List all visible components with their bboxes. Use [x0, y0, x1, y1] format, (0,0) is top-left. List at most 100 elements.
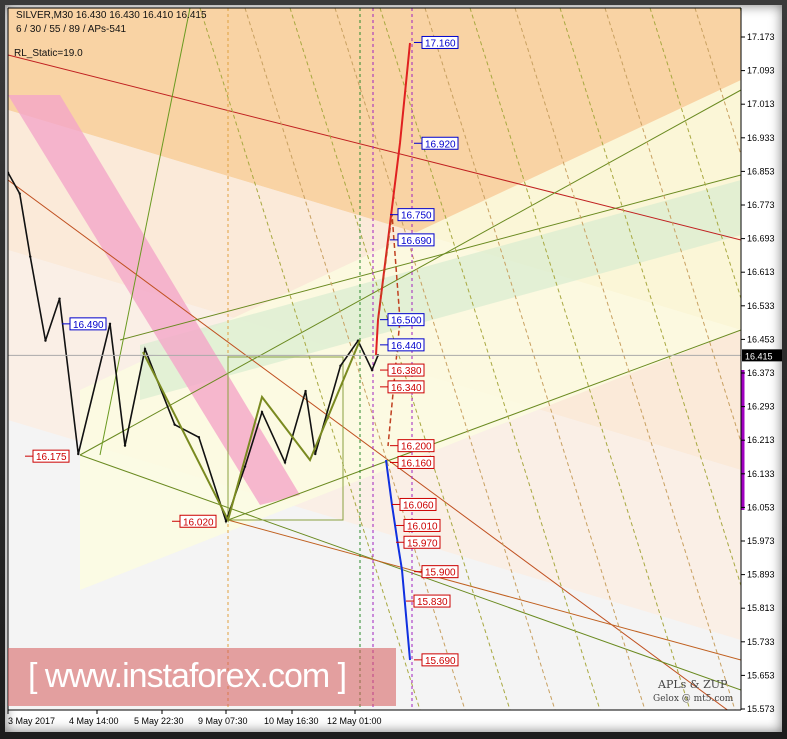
price-point	[108, 322, 112, 326]
static-label: RL_Static=19.0	[14, 48, 83, 59]
fib-fan-line	[514, 8, 736, 710]
y-tick-label: 15.653	[747, 670, 775, 680]
x-tick-label: 3 May 2017	[8, 716, 55, 726]
pivot-label: 16.020	[183, 517, 214, 528]
level-label: 16.920	[425, 139, 456, 150]
fib-fan-line	[694, 8, 741, 157]
price-point	[44, 339, 47, 342]
y-tick-label: 16.053	[747, 502, 775, 512]
level-label: 17.160	[425, 38, 456, 49]
price-point	[224, 520, 228, 523]
level-label: 16.200	[401, 442, 432, 453]
y-tick-label: 17.173	[747, 32, 775, 42]
y-tick-label: 17.093	[747, 66, 775, 76]
fib-fan-line	[469, 8, 691, 710]
y-tick-label: 15.573	[747, 704, 775, 714]
signature-credit: Gelox @ mt5.com	[653, 694, 734, 704]
level-label: 15.690	[425, 656, 456, 667]
symbol-line: SILVER,M30 16.430 16.430 16.410 16.415	[16, 10, 207, 21]
fib-fan-line	[649, 8, 741, 301]
price-point	[29, 255, 32, 258]
y-tick-label: 16.453	[747, 334, 775, 344]
y-tick-label: 16.933	[747, 133, 775, 143]
price-point	[283, 461, 287, 464]
trend-line	[79, 454, 741, 691]
fib-fan-line	[289, 8, 511, 710]
forecast-down-line	[385, 459, 411, 661]
trend-line	[79, 89, 741, 456]
price-point	[18, 192, 21, 195]
plot-area	[8, 8, 741, 710]
y-tick-label: 15.973	[747, 536, 775, 546]
y-tick-label: 16.773	[747, 200, 775, 210]
signature-title: APLs & ZUP	[658, 678, 728, 691]
price-point	[260, 410, 264, 414]
current-price-tag	[742, 349, 782, 362]
fib-fan-line	[199, 8, 421, 710]
pivot-label: 16.175	[36, 452, 67, 463]
price-point	[173, 423, 176, 426]
x-tick-label: 10 May 16:30	[264, 716, 319, 726]
y-tick-label: 15.813	[747, 603, 775, 613]
level-label: 16.060	[403, 500, 434, 511]
y-tick-label: 16.613	[747, 267, 775, 277]
pivot-label: 16.490	[73, 320, 104, 331]
level-label: 16.440	[391, 341, 422, 352]
pattern-box	[227, 356, 344, 521]
level-label: 16.690	[401, 236, 432, 247]
level-label: 15.970	[407, 538, 438, 549]
price-point	[370, 368, 374, 372]
level-label: 15.900	[425, 568, 456, 579]
price-point	[243, 465, 247, 468]
level-label: 16.500	[391, 316, 422, 327]
trend-line	[227, 329, 741, 521]
level-label: 15.830	[417, 597, 448, 608]
level-label: 16.750	[401, 211, 432, 222]
fib-fan-line	[424, 8, 646, 710]
pink-band	[8, 95, 300, 505]
y-tick-label: 16.533	[747, 301, 775, 311]
trend-line	[8, 179, 729, 710]
y-tick-label: 15.893	[747, 570, 775, 580]
price-point	[304, 389, 307, 393]
green-channel	[140, 180, 741, 400]
y-tick-label: 16.693	[747, 234, 775, 244]
level-label: 16.010	[407, 521, 438, 532]
y-tick-label: 16.373	[747, 368, 775, 378]
zigzag-pattern	[142, 339, 361, 523]
fib-fan-line	[334, 8, 556, 710]
y-tick-label: 16.133	[747, 469, 775, 479]
level-label: 16.380	[391, 366, 422, 377]
current-price-value: 16.415	[745, 351, 773, 361]
level-label: 16.340	[391, 383, 422, 394]
params-line: 6 / 30 / 55 / 89 / APs-541	[16, 24, 127, 35]
x-tick-label: 9 May 07:30	[198, 716, 248, 726]
x-tick-label: 12 May 01:00	[327, 716, 382, 726]
price-point	[77, 452, 80, 456]
y-tick-label: 16.293	[747, 402, 775, 412]
price-point	[123, 444, 127, 447]
y-tick-label: 17.013	[747, 99, 775, 109]
trend-line	[99, 8, 191, 456]
price-point	[197, 436, 201, 439]
price-point	[314, 452, 317, 456]
trend-line	[8, 54, 741, 241]
y-tick-label: 15.733	[747, 637, 775, 647]
price-point	[143, 347, 147, 351]
fib-fan-line	[244, 8, 466, 710]
trend-line	[119, 174, 741, 341]
x-tick-label: 4 May 14:00	[69, 716, 119, 726]
price-point	[339, 364, 342, 368]
fib-fan-line	[604, 8, 741, 444]
watermark: [ www.instaforex.com ]	[8, 648, 396, 706]
trend-line	[227, 519, 741, 661]
x-tick-label: 5 May 22:30	[134, 716, 184, 726]
price-point	[58, 297, 61, 300]
fib-fan-line	[559, 8, 741, 588]
y-tick-label: 16.853	[747, 166, 775, 176]
fib-fan-line	[379, 8, 601, 710]
y-tick-label: 16.213	[747, 435, 775, 445]
level-label: 16.160	[401, 458, 432, 469]
